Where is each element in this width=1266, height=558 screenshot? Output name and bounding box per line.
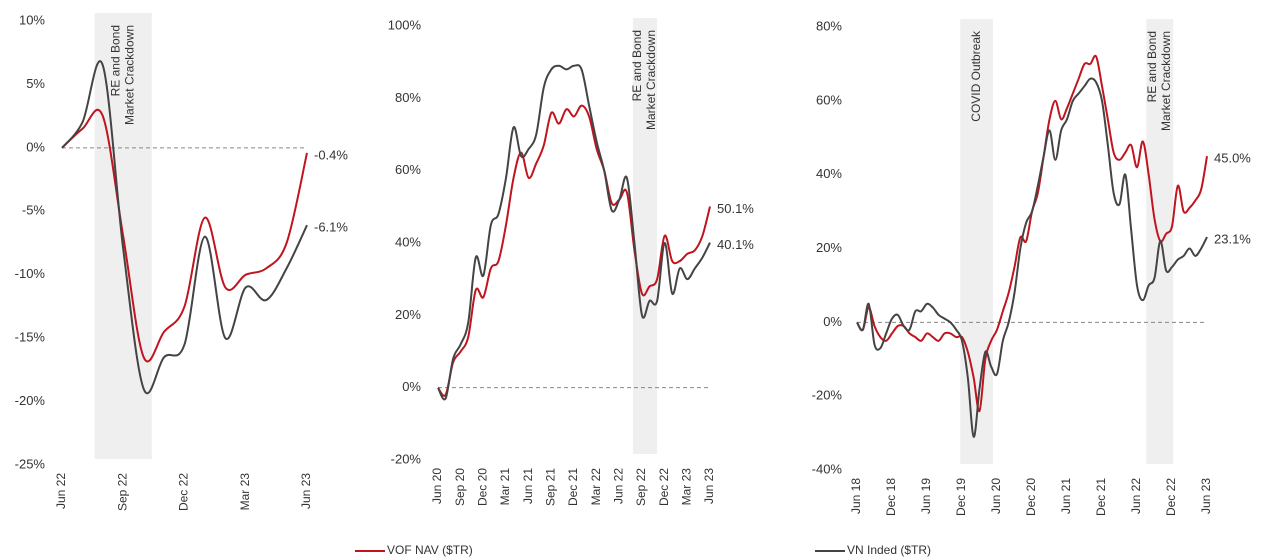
x-tick-label: Mar 22	[589, 468, 603, 506]
y-tick-label: 20%	[395, 307, 421, 322]
x-tick-label: Dec 22	[657, 468, 671, 506]
x-tick-label: Dec 19	[954, 478, 968, 516]
series-line	[61, 60, 308, 394]
end-label: -0.4%	[314, 147, 348, 162]
x-tick-label: Dec 20	[1024, 478, 1038, 516]
end-label: 40.1%	[717, 237, 754, 252]
y-tick-label: 5%	[26, 76, 45, 91]
event-label: RE and Bond	[1145, 31, 1159, 102]
y-tick-label: 0%	[823, 314, 842, 329]
series-line	[61, 108, 308, 363]
x-tick-label: Jun 23	[702, 468, 716, 504]
y-tick-label: 0%	[402, 379, 421, 394]
x-tick-label: Dec 22	[1164, 478, 1178, 516]
y-tick-label: -20%	[15, 393, 46, 408]
end-label: -6.1%	[314, 220, 348, 235]
event-label: Market Crackdown	[644, 30, 658, 130]
x-tick-label: Dec 21	[566, 468, 580, 506]
event-shade	[960, 19, 993, 464]
x-tick-label: Jun 20	[430, 468, 444, 504]
y-tick-label: 80%	[395, 90, 421, 105]
event-label: RE and Bond	[108, 25, 122, 96]
x-tick-label: Jun 19	[919, 478, 933, 514]
y-tick-label: -40%	[812, 461, 843, 476]
x-tick-label: Sep 21	[544, 468, 558, 506]
event-label: Market Crackdown	[122, 25, 136, 125]
y-tick-label: 60%	[816, 92, 842, 107]
x-tick-label: Sep 22	[115, 473, 129, 511]
legend-label: VOF NAV ($TR)	[387, 543, 473, 557]
x-tick-label: Dec 20	[476, 468, 490, 506]
y-tick-label: -5%	[22, 203, 46, 218]
y-tick-label: -20%	[391, 451, 422, 466]
x-tick-label: Mar 23	[680, 468, 694, 506]
x-tick-label: Jun 20	[989, 478, 1003, 514]
y-tick-label: 60%	[395, 162, 421, 177]
event-label: COVID Outbreak	[969, 30, 983, 122]
series-line	[856, 77, 1208, 438]
y-tick-label: -20%	[812, 388, 843, 403]
event-label: RE and Bond	[630, 30, 644, 101]
x-tick-label: Jun 22	[1129, 478, 1143, 514]
y-tick-label: 40%	[395, 234, 421, 249]
series-line	[437, 64, 711, 401]
end-label: 23.1%	[1214, 231, 1251, 246]
y-tick-label: 10%	[19, 12, 45, 27]
event-shade	[632, 18, 658, 454]
x-tick-label: Mar 21	[498, 468, 512, 506]
x-tick-label: Dec 22	[177, 473, 191, 511]
x-tick-label: Jun 23	[1199, 478, 1213, 514]
y-tick-label: 80%	[816, 18, 842, 33]
y-tick-label: 0%	[26, 139, 45, 154]
x-tick-label: Jun 18	[849, 478, 863, 514]
y-tick-label: 40%	[816, 166, 842, 181]
x-tick-label: Jun 23	[299, 473, 313, 509]
x-tick-label: Jun 21	[521, 468, 535, 504]
y-tick-label: 20%	[816, 240, 842, 255]
series-line	[437, 104, 711, 397]
end-label: 45.0%	[1214, 151, 1251, 166]
x-tick-label: Jun 22	[612, 468, 626, 504]
x-tick-label: Jun 22	[54, 473, 68, 509]
x-tick-label: Sep 22	[634, 468, 648, 506]
y-tick-label: -10%	[15, 266, 46, 281]
y-tick-label: -15%	[15, 330, 46, 345]
x-tick-label: Sep 20	[453, 468, 467, 506]
x-tick-label: Mar 23	[238, 473, 252, 511]
legend-label: VN Inded ($TR)	[847, 543, 931, 557]
y-tick-label: 100%	[388, 17, 422, 32]
event-label: Market Crackdown	[1159, 31, 1173, 131]
x-tick-label: Jun 21	[1059, 478, 1073, 514]
y-tick-label: -25%	[15, 456, 46, 471]
x-tick-label: Dec 21	[1094, 478, 1108, 516]
end-label: 50.1%	[717, 201, 754, 216]
x-tick-label: Dec 18	[884, 478, 898, 516]
